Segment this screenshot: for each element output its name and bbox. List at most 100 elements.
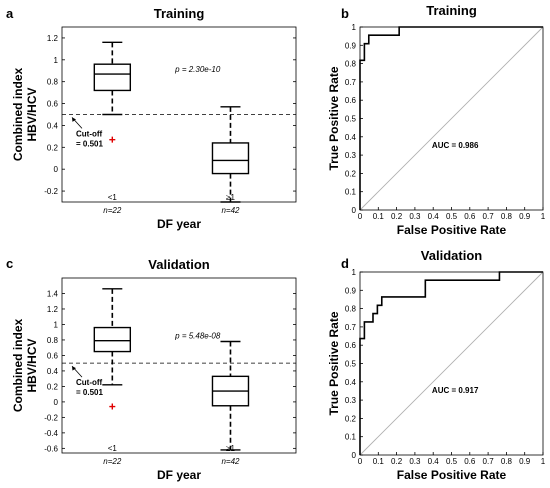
- x-axis-title: DF year: [157, 217, 201, 231]
- y-tick-label: 1.4: [47, 289, 59, 298]
- x-tick-label: 1: [541, 457, 546, 466]
- diagonal-reference: [359, 271, 544, 456]
- outlier-marker: [109, 136, 116, 143]
- box-lt1: [93, 288, 132, 410]
- y-tick-label: 1: [54, 56, 59, 65]
- x-axis-title: False Positive Rate: [397, 223, 507, 237]
- y-tick-label: 0.8: [47, 78, 59, 87]
- roc-panel-b: 00 0.1 0.1 0.2 0.2 0.3 0.3 0.4 0.4 0.5 0.5 0.6 0.6 0.…: [327, 3, 546, 237]
- panel-letter: b: [341, 6, 349, 21]
- cutoff-label: Cut-off: [76, 129, 103, 138]
- category-label: ≥1: [226, 444, 235, 453]
- x-tick-label: 0.3: [409, 212, 421, 221]
- y-axis-title: HBV/HCV: [25, 87, 39, 141]
- auc-label: AUC = 0.986: [432, 141, 479, 150]
- sample-size-label: n=42: [221, 457, 240, 466]
- auc-label: AUC = 0.917: [432, 386, 479, 395]
- y-tick-label: -0.2: [44, 413, 58, 422]
- y-tick-label: 0.2: [47, 382, 59, 391]
- y-tick-label: 0.4: [345, 133, 357, 142]
- panel-letter: c: [6, 256, 13, 271]
- x-tick-label: 0.4: [428, 457, 440, 466]
- iqr-box: [93, 63, 132, 92]
- p-value: p = 2.30e-10: [174, 65, 221, 74]
- y-tick-label: 1.2: [47, 305, 59, 314]
- y-tick-label: 0.3: [345, 396, 357, 405]
- chart-title: Validation: [148, 257, 209, 272]
- x-tick-label: 0.2: [391, 457, 403, 466]
- x-tick-label: 0.7: [483, 457, 495, 466]
- y-tick-label: 0.7: [345, 78, 357, 87]
- roc-panel-d: 00 0.1 0.1 0.2 0.2 0.3 0.3 0.4 0.4 0.5 0.5 0.6 0.6 0.…: [327, 248, 546, 482]
- x-tick-label: 0.7: [483, 212, 495, 221]
- y-tick-label: 0.8: [345, 60, 357, 69]
- x-tick-label: 0.6: [464, 212, 476, 221]
- boxplot-panel-a: -0.2 0 0.2 0.4 0.6 0.8 1 1.2 <1 n=22 ≥1 n=42 p = 2.3…: [11, 6, 297, 231]
- plot-frame: [61, 277, 297, 454]
- y-tick-label: 0.9: [345, 41, 357, 50]
- y-tick-label: 0: [54, 165, 59, 174]
- y-tick-label: 0.2: [47, 143, 59, 152]
- x-tick-label: 0.5: [446, 457, 458, 466]
- x-tick-label: 0.6: [464, 457, 476, 466]
- y-tick-label: -0.4: [44, 429, 58, 438]
- y-tick-label: 1: [54, 320, 59, 329]
- y-tick-label: 0.6: [345, 96, 357, 105]
- y-tick-label: -0.2: [44, 187, 58, 196]
- outlier-marker: [109, 403, 116, 410]
- y-tick-label: 0: [352, 451, 357, 460]
- y-tick-label: 0.6: [345, 341, 357, 350]
- y-tick-label: 0.7: [345, 323, 357, 332]
- roc-curve: [359, 271, 543, 455]
- y-tick-label: 0.5: [345, 115, 357, 124]
- y-tick-label: 0.6: [47, 100, 59, 109]
- y-axis-title: Combined index: [11, 319, 25, 413]
- y-axis-title: True Positive Rate: [327, 311, 341, 415]
- x-tick-label: 0: [358, 457, 363, 466]
- y-tick-label: 0.1: [345, 433, 357, 442]
- category-label: <1: [108, 444, 118, 453]
- y-tick-label: 1: [352, 268, 357, 277]
- y-tick-label: 0.6: [47, 351, 59, 360]
- sample-size-label: n=22: [103, 457, 122, 466]
- y-axis-title: True Positive Rate: [327, 66, 341, 170]
- y-tick-label: 0.4: [345, 378, 357, 387]
- y-tick-label: 0.8: [47, 336, 59, 345]
- x-tick-label: 0.1: [373, 457, 385, 466]
- y-axis-title: Combined index: [11, 68, 25, 162]
- x-tick-label: 0: [358, 212, 363, 221]
- x-axis-title: DF year: [157, 468, 201, 482]
- chart-title: Training: [154, 6, 205, 21]
- boxplot-panel-c: -0.6 -0.4 -0.2 0 0.2 0.4 0.6 0.8 1 1.2 1.4 <1 n=22 ≥1…: [11, 257, 297, 482]
- y-tick-label: 0.2: [345, 169, 357, 178]
- cutoff-value: = 0.501: [76, 139, 103, 148]
- y-tick-label: 1: [352, 23, 357, 32]
- y-tick-label: 0.1: [345, 188, 357, 197]
- y-tick-label: 0.4: [47, 121, 59, 130]
- chart-title: Validation: [421, 248, 482, 263]
- cutoff-arrowhead: [72, 366, 76, 371]
- x-tick-label: 0.1: [373, 212, 385, 221]
- chart-title: Training: [426, 3, 477, 18]
- y-tick-label: 1.2: [47, 34, 59, 43]
- box-lt1: [93, 41, 132, 143]
- y-tick-label: 0: [54, 398, 59, 407]
- x-tick-label: 0.9: [519, 212, 531, 221]
- x-tick-label: 0.3: [409, 457, 421, 466]
- x-tick-label: 1: [541, 212, 546, 221]
- y-tick-label: 0.2: [345, 414, 357, 423]
- y-tick-label: 0: [352, 206, 357, 215]
- diagonal-reference: [359, 26, 544, 211]
- x-tick-label: 0.2: [391, 212, 403, 221]
- y-tick-label: 0.9: [345, 286, 357, 295]
- sample-size-label: n=22: [103, 206, 122, 215]
- box-ge1: [211, 106, 250, 203]
- roc-curve: [359, 26, 543, 210]
- iqr-box: [93, 326, 132, 353]
- y-tick-label: -0.6: [44, 444, 58, 453]
- cutoff-label: Cut-off: [76, 378, 103, 387]
- iqr-box: [211, 142, 250, 175]
- x-tick-label: 0.4: [428, 212, 440, 221]
- y-tick-label: 0.3: [345, 151, 357, 160]
